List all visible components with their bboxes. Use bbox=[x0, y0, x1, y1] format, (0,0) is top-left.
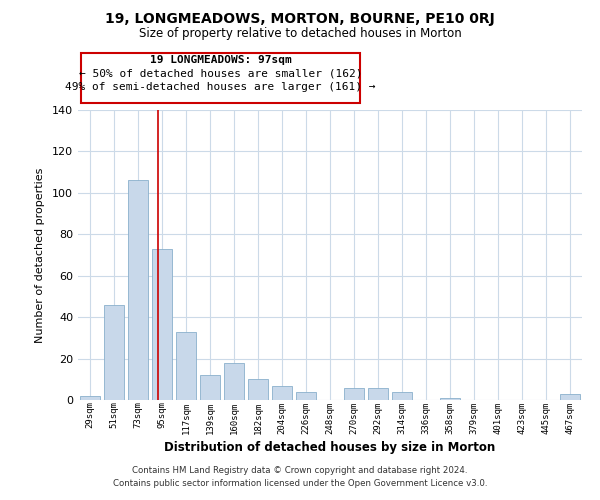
Bar bbox=[224, 362, 244, 400]
Bar bbox=[392, 392, 412, 400]
Bar bbox=[176, 332, 196, 400]
Y-axis label: Number of detached properties: Number of detached properties bbox=[35, 168, 45, 342]
Bar bbox=[344, 388, 364, 400]
Text: Contains HM Land Registry data © Crown copyright and database right 2024.
Contai: Contains HM Land Registry data © Crown c… bbox=[113, 466, 487, 487]
Text: 19 LONGMEADOWS: 97sqm: 19 LONGMEADOWS: 97sqm bbox=[149, 55, 292, 65]
Text: 49% of semi-detached houses are larger (161) →: 49% of semi-detached houses are larger (… bbox=[65, 82, 376, 92]
Bar bbox=[368, 388, 388, 400]
Bar bbox=[200, 375, 220, 400]
Bar bbox=[560, 394, 580, 400]
Text: ← 50% of detached houses are smaller (162): ← 50% of detached houses are smaller (16… bbox=[79, 68, 362, 78]
Text: 19, LONGMEADOWS, MORTON, BOURNE, PE10 0RJ: 19, LONGMEADOWS, MORTON, BOURNE, PE10 0R… bbox=[105, 12, 495, 26]
Bar bbox=[296, 392, 316, 400]
X-axis label: Distribution of detached houses by size in Morton: Distribution of detached houses by size … bbox=[164, 440, 496, 454]
Bar bbox=[152, 249, 172, 400]
Bar bbox=[128, 180, 148, 400]
Bar bbox=[80, 396, 100, 400]
Bar bbox=[104, 304, 124, 400]
Bar bbox=[272, 386, 292, 400]
Bar bbox=[248, 380, 268, 400]
Text: Size of property relative to detached houses in Morton: Size of property relative to detached ho… bbox=[139, 28, 461, 40]
Bar bbox=[440, 398, 460, 400]
